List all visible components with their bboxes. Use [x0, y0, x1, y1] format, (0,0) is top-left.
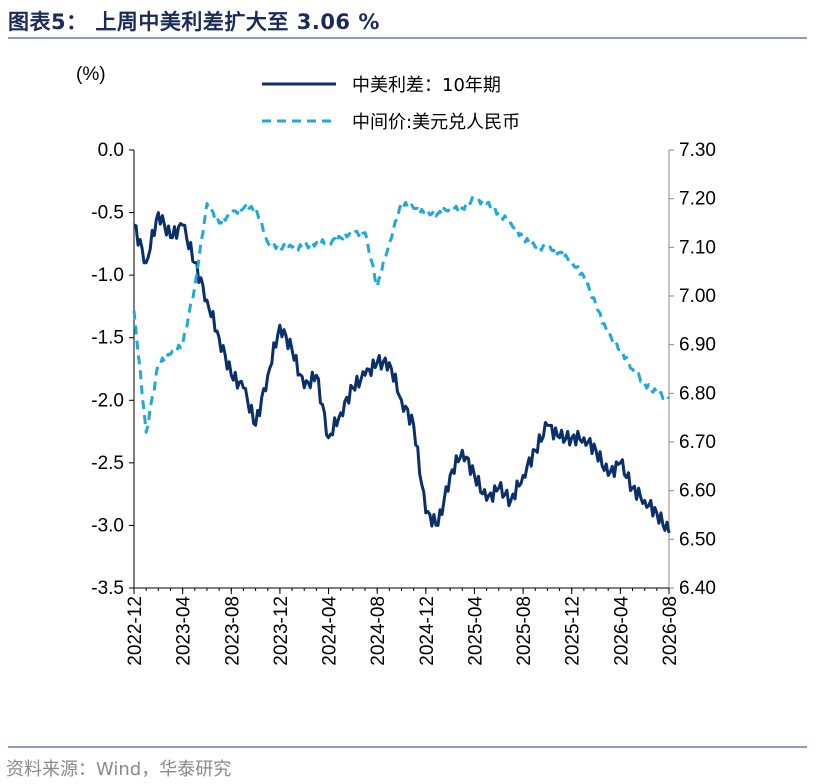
left-axis-unit: (%) — [76, 64, 106, 85]
left-tick-label: 0.0 — [98, 140, 124, 161]
x-tick-label: 2026-08 — [660, 596, 681, 666]
source-divider — [8, 746, 807, 748]
left-tick-label: -2.0 — [91, 390, 124, 411]
x-tick-label: 2026-04 — [611, 596, 632, 666]
source-note: 资料来源：Wind，华泰研究 — [6, 759, 232, 780]
x-tick-label: 2023-08 — [222, 596, 243, 666]
right-tick-label: 6.70 — [679, 432, 716, 453]
x-tick-label: 2023-12 — [271, 596, 292, 666]
legend-label-2: 中间价:美元兑人民币 — [352, 112, 520, 133]
legend-label-1: 中美利差：10年期 — [352, 75, 501, 96]
x-tick-label: 2024-12 — [417, 596, 438, 666]
left-tick-label: -1.0 — [91, 265, 124, 286]
left-tick-label: -1.5 — [91, 328, 124, 349]
right-tick-label: 6.90 — [679, 335, 716, 356]
x-tick-label: 2024-08 — [368, 596, 389, 666]
right-tick-label: 7.20 — [679, 189, 716, 210]
x-tick-label: 2025-12 — [563, 596, 584, 666]
right-tick-label: 6.40 — [679, 578, 716, 599]
left-tick-label: -0.5 — [91, 203, 124, 224]
left-tick-label: -2.5 — [91, 453, 124, 474]
x-tick-label: 2025-08 — [514, 596, 535, 666]
x-tick-label: 2022-12 — [125, 596, 146, 666]
right-tick-label: 6.80 — [679, 383, 716, 404]
right-tick-label: 7.10 — [679, 237, 716, 258]
series-line-2 — [132, 196, 671, 434]
axes-group: 0.0 -0.5 -1.0 -1.5 -2.0 -2.5 -3.0 -3.5 7.30 7.20 7… — [76, 64, 716, 666]
x-tick-label: 2023-04 — [174, 596, 195, 666]
chart-title: 图表5： 上周中美利差扩大至 3.06 % — [8, 10, 380, 34]
left-tick-label: -3.5 — [91, 578, 124, 599]
right-tick-label: 6.50 — [679, 529, 716, 550]
series-group — [132, 196, 671, 534]
left-tick-label: -3.0 — [91, 515, 124, 536]
right-tick-label: 7.00 — [679, 286, 716, 307]
chart-svg: 0.0 -0.5 -1.0 -1.5 -2.0 -2.5 -3.0 -3.5 7.30 7.20 7… — [76, 64, 716, 666]
right-tick-label: 7.30 — [679, 140, 716, 161]
x-tick-label: 2025-04 — [465, 596, 486, 666]
title-divider — [8, 37, 807, 39]
series-line-1 — [133, 211, 671, 534]
right-tick-label: 6.60 — [679, 481, 716, 502]
x-tick-label: 2024-04 — [320, 596, 341, 666]
